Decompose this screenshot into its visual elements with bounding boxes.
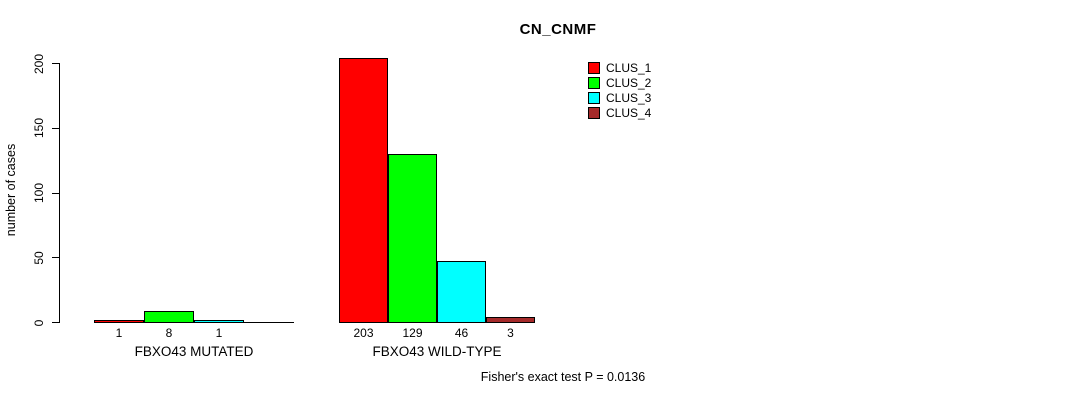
bar-clus_1-group1 [94,319,144,323]
legend-swatch-clus-3 [588,92,600,104]
bar-baseline-clus_4 [244,322,294,323]
y-axis-tick [52,127,60,129]
bar-value-label: 129 [402,326,423,340]
legend-label-clus-2: CLUS_2 [606,76,652,90]
bar-clus_2-group2 [388,153,437,323]
legend-item-clus-4: CLUS_4 [588,107,651,119]
bar-value-label: 3 [507,326,514,340]
legend-label-clus-1: CLUS_1 [606,61,652,75]
legend-swatch-clus-1 [588,62,600,74]
bar-value-label: 1 [215,326,223,340]
bar-value-label: 46 [454,326,469,340]
bar-value-label: 8 [165,326,173,340]
bar-clus_3-group1 [194,319,244,323]
y-axis-tick [52,322,60,323]
legend-label-clus-3: CLUS_3 [606,91,652,105]
y-axis-tick-label: 200 [32,53,46,74]
legend: CLUS_1 CLUS_2 CLUS_3 CLUS_4 [588,62,651,122]
y-axis-label: number of cases [4,143,18,237]
legend-swatch-clus-4 [588,107,600,119]
legend-label-clus-4: CLUS_4 [606,106,652,120]
y-axis-tick-label: 50 [32,251,46,265]
fisher-test-note: Fisher's exact test P = 0.0136 [480,370,646,384]
bar-clus_4-group2 [486,317,535,323]
chart-title: CN_CNMF [519,21,597,38]
legend-swatch-clus-2 [588,77,600,89]
y-axis-tick [52,192,60,194]
legend-item-clus-3: CLUS_3 [588,92,651,104]
bar-clus_2-group1 [144,310,194,323]
x-group-label-mutated: FBXO43 MUTATED [134,344,254,359]
legend-item-clus-1: CLUS_1 [588,62,651,74]
y-axis-tick-label: 0 [32,319,46,326]
y-axis-tick-label: 100 [32,182,46,204]
bar-clus_1-group2 [339,58,388,323]
x-group-label-wildtype: FBXO43 WILD-TYPE [372,344,502,359]
bar-value-label: 1 [115,326,123,340]
legend-item-clus-2: CLUS_2 [588,77,651,89]
y-axis-tick [52,257,60,259]
y-axis-tick [52,63,60,64]
bar-value-label: 203 [353,326,374,340]
y-axis-tick-label: 150 [32,118,46,139]
bar-clus_3-group2 [437,261,486,323]
